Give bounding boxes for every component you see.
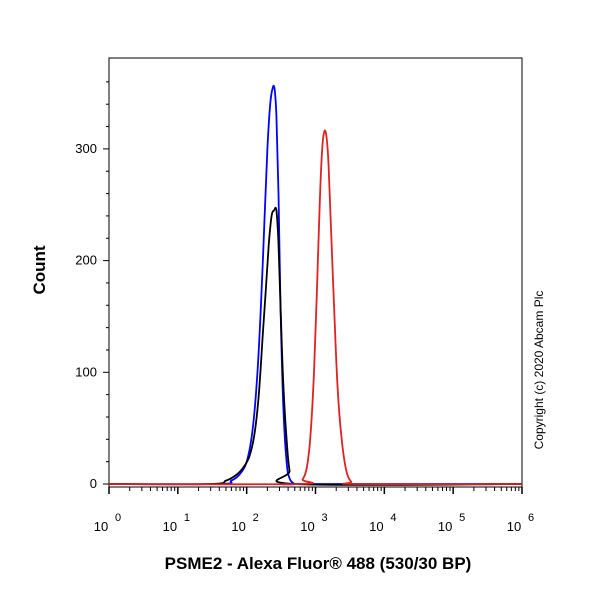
y-axis-ticks: 0 100 200 300	[75, 81, 109, 491]
series-1-line	[108, 206, 523, 486]
x-tick-exponent: 4	[390, 512, 396, 524]
series-0-line	[108, 84, 522, 486]
x-tick-base: 10	[94, 519, 108, 534]
x-tick-base: 10	[507, 519, 521, 534]
y-tick-label: 300	[75, 141, 97, 156]
x-tick-exponent: 6	[528, 512, 534, 524]
x-tick-exponent: 2	[253, 512, 259, 524]
y-tick-label: 200	[75, 253, 97, 268]
y-tick-label: 100	[75, 364, 97, 379]
x-axis-ticks: 10 0 10 1 10 2 10 3 10 4 10 5 10 6	[94, 487, 534, 534]
x-tick-exponent: 0	[115, 512, 121, 524]
x-tick-base: 10	[369, 519, 383, 534]
x-tick-base: 10	[300, 519, 314, 534]
x-tick-exponent: 1	[184, 512, 190, 524]
x-tick-exponent: 3	[322, 512, 328, 524]
x-tick-base: 10	[231, 519, 245, 534]
x-axis-title: PSME2 - Alexa Fluor® 488 (530/30 BP)	[165, 554, 472, 573]
x-tick-base: 10	[163, 519, 177, 534]
x-tick-base: 10	[438, 519, 452, 534]
x-tick-exponent: 5	[459, 512, 465, 524]
histogram-series	[108, 84, 523, 486]
plot-frame	[108, 57, 523, 488]
y-tick-label: 0	[90, 476, 97, 491]
series-2-line	[108, 129, 523, 486]
y-axis-title: Count	[30, 245, 49, 294]
copyright-annotation: Copyright (c) 2020 Abcam Plc	[532, 291, 546, 450]
